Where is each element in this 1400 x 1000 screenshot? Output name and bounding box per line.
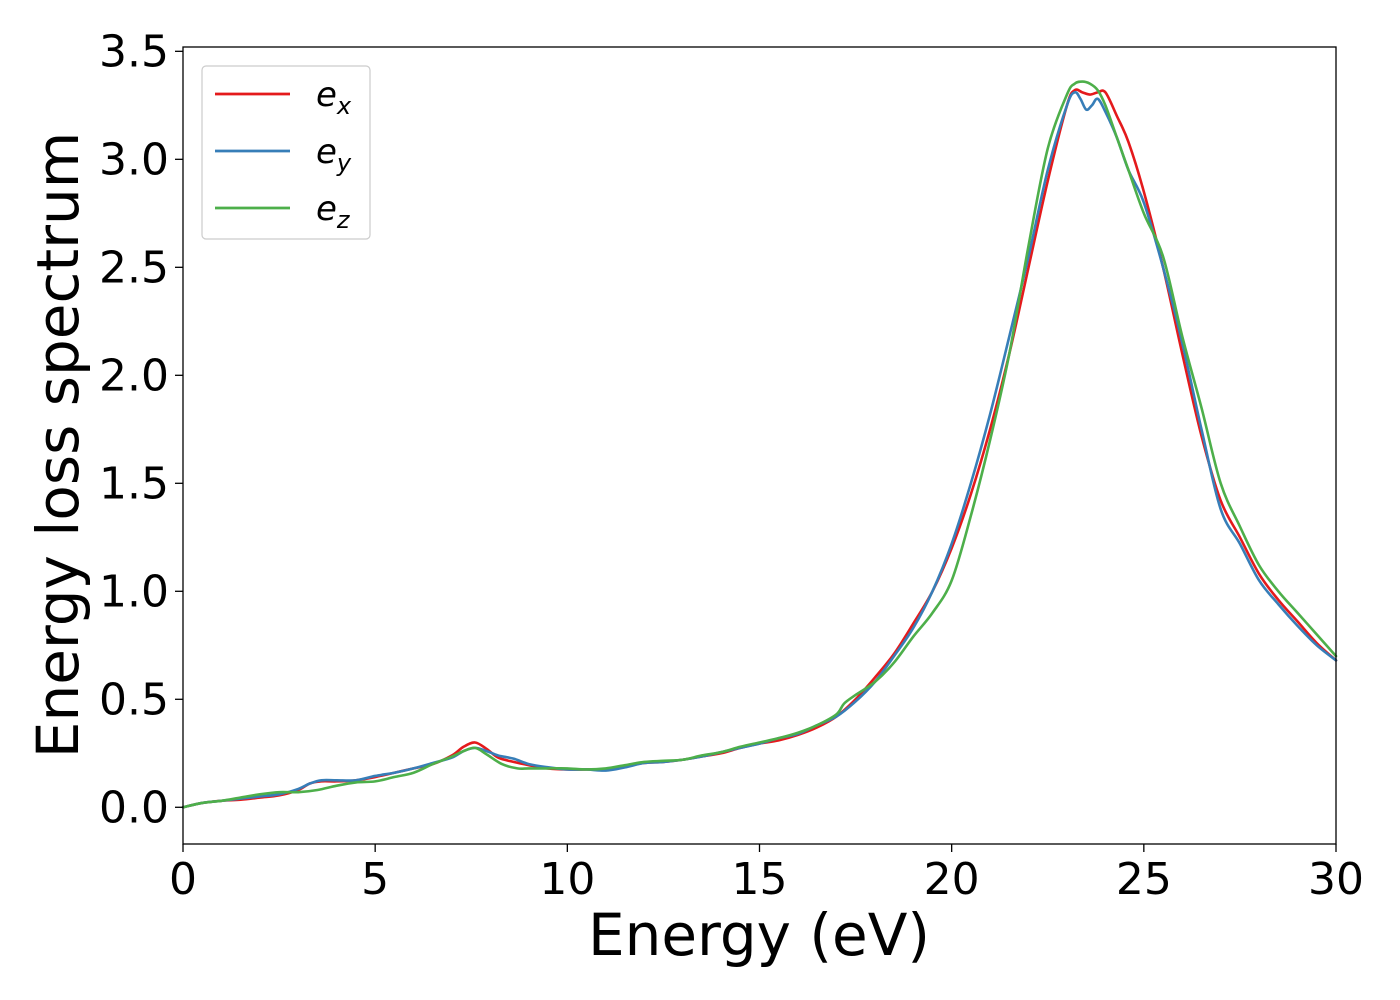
x-tick-label: 0	[169, 854, 197, 905]
y-axis: 0.0 0.5 1.0 1.5 2.0 2.5 3.0 3.5	[99, 26, 183, 833]
plot-background	[183, 47, 1336, 844]
series-layer	[181, 80, 1338, 809]
x-axis: 0 5 10 15 20 25 30	[169, 844, 1364, 905]
x-tick-label: 30	[1308, 854, 1364, 905]
x-tick-label: 5	[361, 854, 389, 905]
x-axis-title: Energy (eV)	[588, 901, 930, 969]
legend-label-ey: ey	[316, 132, 352, 177]
x-tick-label: 10	[539, 854, 595, 905]
series-line-ez	[181, 80, 1338, 809]
y-tick-label: 0.0	[99, 782, 169, 833]
legend-box	[201, 65, 371, 240]
x-tick-label: 20	[924, 854, 980, 905]
legend-label-ex: ex	[316, 75, 352, 120]
x-tick-label: 25	[1116, 854, 1172, 905]
y-tick-label: 1.0	[99, 566, 169, 617]
y-tick-label: 1.5	[99, 458, 169, 509]
y-tick-label: 3.0	[99, 134, 169, 185]
y-tick-label: 2.5	[99, 242, 169, 293]
legend-label-ez: ez	[316, 189, 351, 234]
y-tick-label: 2.0	[99, 350, 169, 401]
y-axis-title: Energy loss spectrum	[24, 132, 92, 758]
y-tick-label: 3.5	[99, 26, 169, 77]
legend: ex ey ez	[201, 65, 371, 240]
x-tick-label: 15	[732, 854, 788, 905]
y-tick-label: 0.5	[99, 674, 169, 725]
